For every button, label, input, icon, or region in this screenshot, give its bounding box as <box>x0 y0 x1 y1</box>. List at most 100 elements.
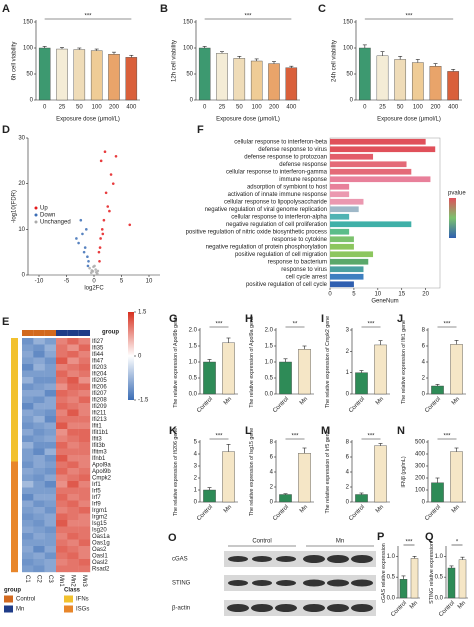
bar <box>90 50 103 101</box>
heatmap-cell <box>33 390 45 397</box>
blot-row-label: STING <box>172 581 191 587</box>
class-strip <box>11 351 18 358</box>
heatmap-cell <box>56 461 68 469</box>
heatmap-cell <box>67 500 79 508</box>
heatmap-cell <box>56 344 68 352</box>
heatmap-cell <box>78 500 91 508</box>
bar <box>73 49 86 101</box>
bar <box>394 59 407 101</box>
x-tick-label: -5 <box>64 279 70 285</box>
point <box>106 205 110 208</box>
y-tick-label: 0.5 <box>387 575 396 581</box>
y-tick-label: 0.0 <box>435 596 444 602</box>
bar <box>108 54 120 101</box>
heatmap-cell <box>33 461 45 469</box>
bar <box>450 451 463 503</box>
heatmap-cell <box>33 468 45 475</box>
heatmap-cell <box>67 409 79 417</box>
heatmap-cell <box>67 416 79 423</box>
point <box>81 232 84 236</box>
bar <box>374 344 387 395</box>
x-tick-label: Mn <box>457 600 467 610</box>
y-tick-label: defense response <box>279 162 327 168</box>
y-tick-label: 0 <box>190 98 194 104</box>
y-tick-label: 3 <box>194 464 198 470</box>
bar <box>358 47 371 101</box>
heatmap-cell <box>78 455 91 462</box>
heatmap-cell <box>67 461 79 469</box>
heatmap-cell <box>78 448 91 456</box>
x-tick-label: 400 <box>126 105 137 111</box>
heatmap-cell <box>78 494 91 501</box>
heatmap-cell <box>33 507 45 514</box>
heatmap-cell <box>67 338 79 345</box>
heatmap-cell <box>44 565 57 573</box>
y-axis-label-text: STING relative expression <box>429 542 436 604</box>
y-tick-label: 50 <box>346 72 353 78</box>
heatmap-cell <box>22 344 34 352</box>
y-tick-label: 0.0 <box>189 392 198 398</box>
colorbar <box>128 312 134 400</box>
y-axis-label-text: The relative expression of Isg15 gene <box>249 427 256 517</box>
bar <box>222 342 235 395</box>
x-tick-label: Mn <box>223 504 233 514</box>
bar <box>429 65 442 101</box>
legend-marker <box>34 220 38 224</box>
heatmap-cell <box>44 370 57 378</box>
heatmap-cell <box>78 565 91 573</box>
x-tick-label: Mn <box>299 396 309 406</box>
y-axis-label: 24h cell viability <box>332 40 338 82</box>
row-label: Isg20 <box>92 527 107 533</box>
heatmap-cell <box>44 416 57 423</box>
class-strip <box>11 409 18 417</box>
heatmap-cell <box>67 546 79 553</box>
y-axis-label: STING relative expression <box>429 542 436 604</box>
heatmap-cell <box>44 533 57 540</box>
heatmap-cell <box>33 429 45 436</box>
y-tick-label: 50 <box>26 72 33 78</box>
heatmap-cell <box>78 383 91 391</box>
bar <box>374 445 387 503</box>
bar <box>203 361 216 395</box>
panel-letter: D <box>2 124 10 136</box>
y-tick-label: 100 <box>183 46 194 52</box>
point <box>102 218 106 222</box>
y-tick-label: 2.0 <box>189 328 198 334</box>
column-label: C2 <box>35 575 41 583</box>
legend-title: group <box>102 330 119 336</box>
class-strip <box>11 474 18 482</box>
heatmap-cell <box>67 364 79 371</box>
class-strip <box>11 435 18 443</box>
bar <box>355 494 368 503</box>
significance: ** <box>293 322 298 328</box>
significance: *** <box>215 322 223 328</box>
class-strip <box>11 357 18 365</box>
x-tick-label: Control <box>196 396 214 414</box>
x-tick-label: Mn <box>451 504 461 514</box>
heatmap-cell <box>56 396 68 404</box>
heatmap-cell <box>56 481 68 488</box>
bar <box>447 71 460 101</box>
legend-swatch <box>64 595 73 603</box>
colorbar-label: -1.5 <box>138 398 149 404</box>
class-strip <box>11 422 18 430</box>
row-label: Ifi209 <box>92 404 107 410</box>
bar <box>447 567 456 599</box>
y-tick-label: cellular response to lipopolysaccharide <box>224 199 328 205</box>
bar <box>330 138 426 145</box>
heatmap-cell <box>33 364 45 371</box>
x-tick-label: 200 <box>430 105 441 111</box>
panel-letter: P <box>377 531 384 543</box>
y-axis-label-text: The relative expression of Apol9b gene <box>173 316 180 408</box>
x-axis-label: log2FC <box>84 286 104 292</box>
heatmap-cell <box>56 559 68 566</box>
class-strip <box>11 390 18 397</box>
y-tick-label: 0.5 <box>435 575 444 581</box>
point <box>104 191 108 195</box>
heatmap-cell <box>56 468 68 475</box>
heatmap-cell <box>44 351 57 358</box>
heatmap-cell <box>44 494 57 501</box>
row-label: Irgm2 <box>92 514 108 520</box>
heatmap-cell <box>78 533 91 540</box>
row-label: Irf1 <box>92 482 101 488</box>
